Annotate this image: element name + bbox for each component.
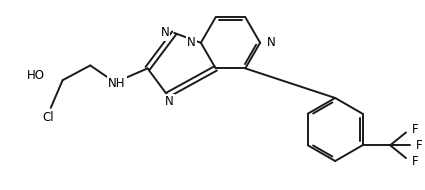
Text: HO: HO bbox=[27, 69, 45, 82]
Text: F: F bbox=[412, 123, 419, 136]
Text: F: F bbox=[416, 139, 422, 152]
Text: N: N bbox=[267, 36, 276, 49]
Text: N: N bbox=[187, 36, 196, 49]
Text: F: F bbox=[412, 154, 419, 168]
Text: N: N bbox=[165, 95, 174, 108]
Text: N: N bbox=[161, 26, 169, 39]
Text: NH: NH bbox=[108, 77, 126, 90]
Text: Cl: Cl bbox=[42, 111, 54, 124]
